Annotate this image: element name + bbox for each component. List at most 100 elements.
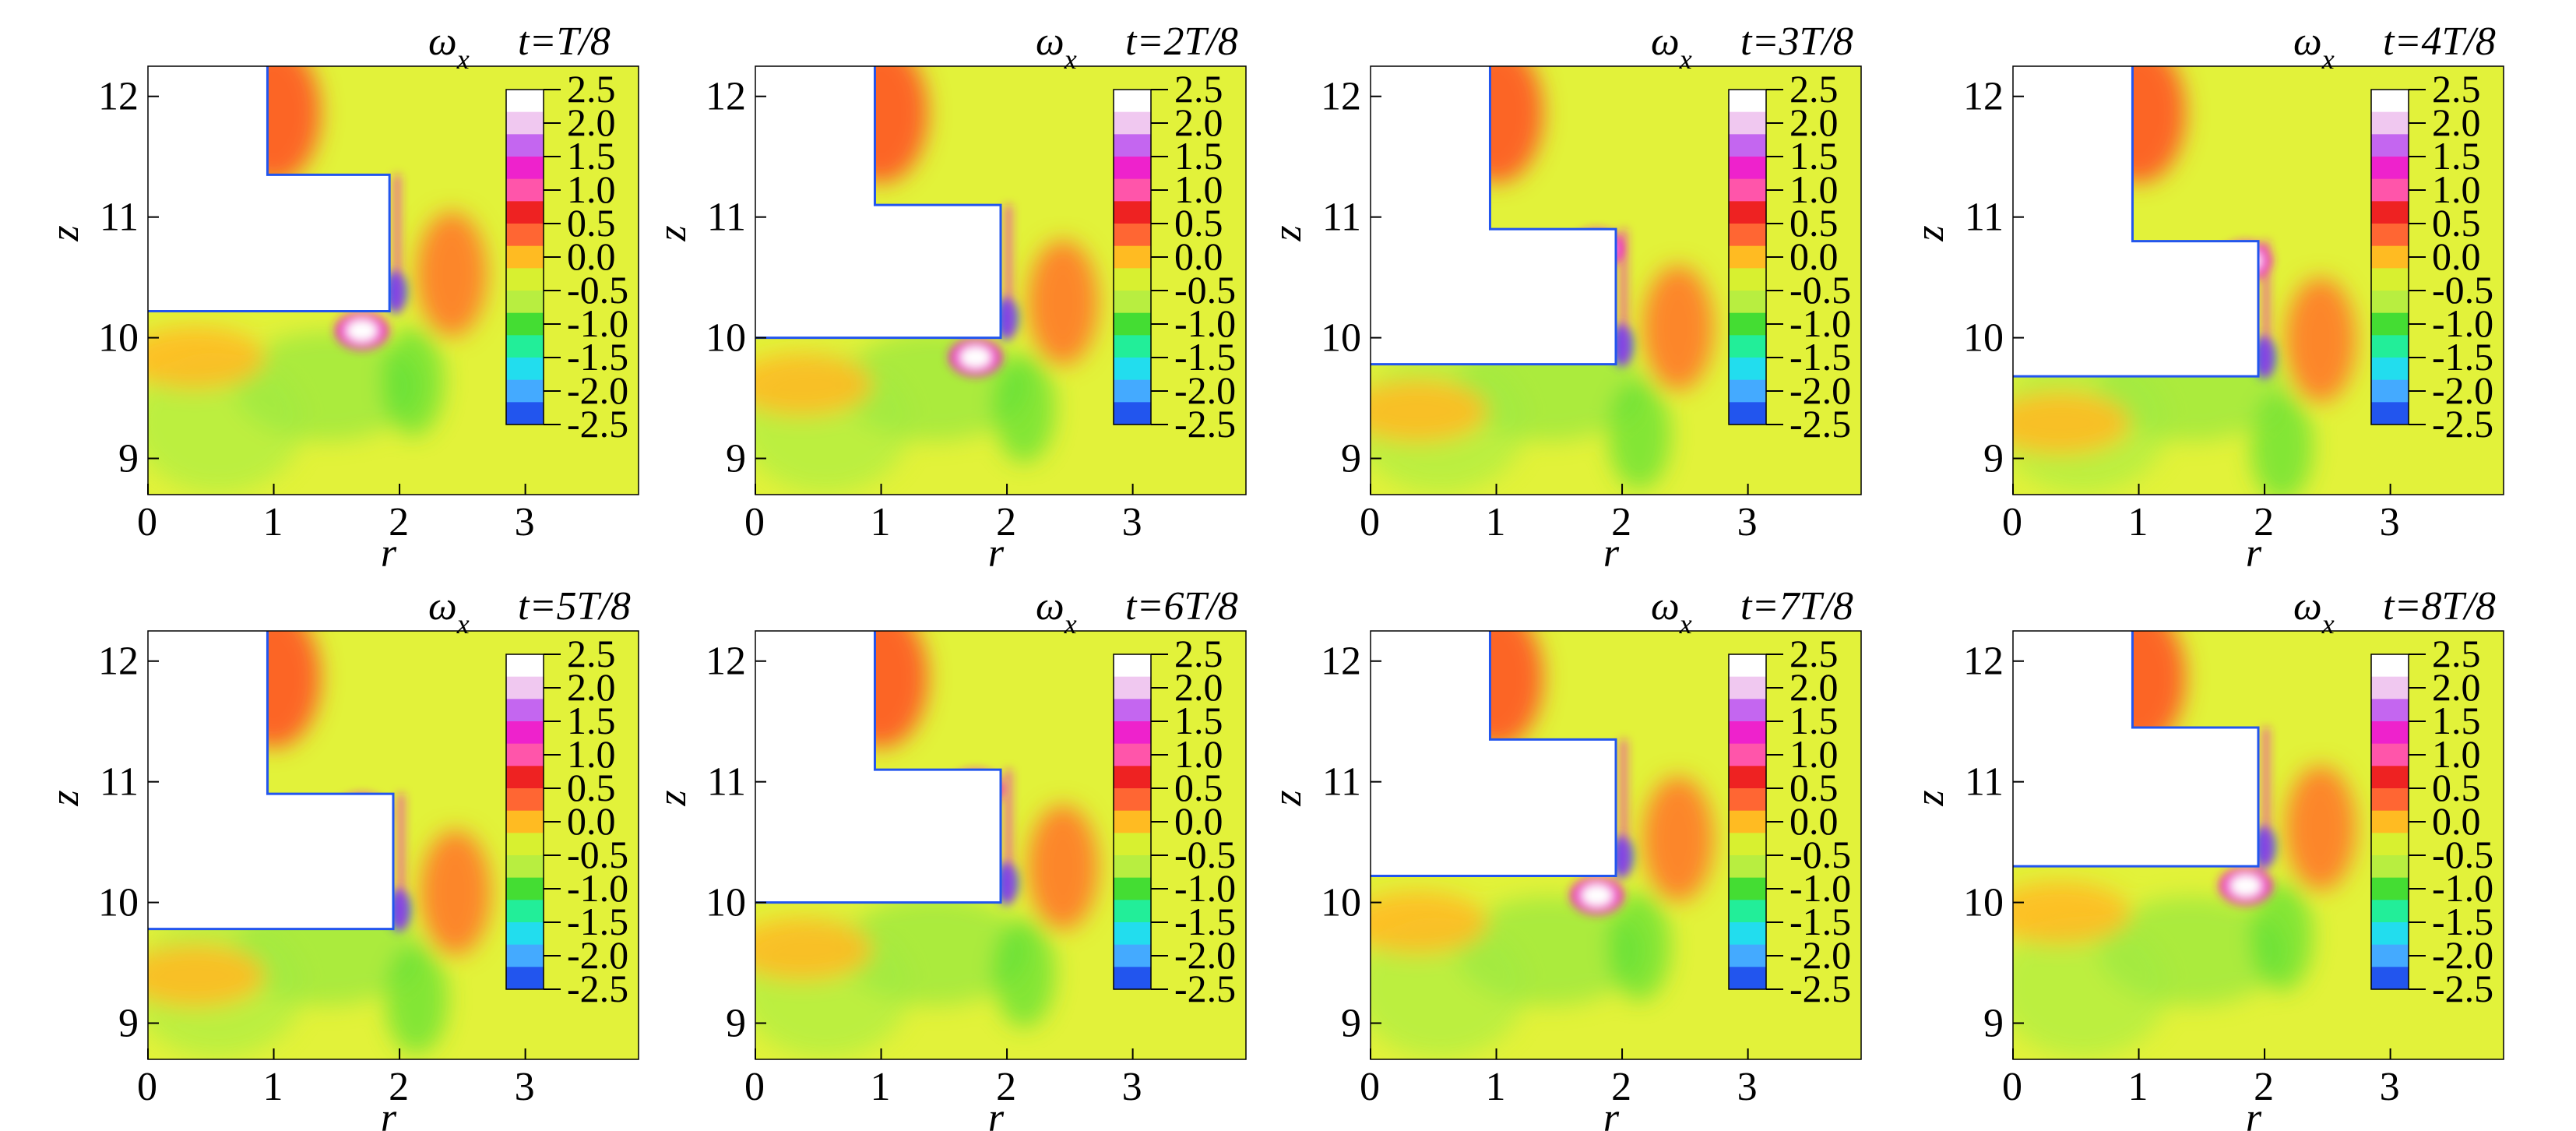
colorbar-swatch — [1114, 766, 1151, 789]
region-green — [993, 353, 1055, 463]
y-tick-label: 9 — [726, 1002, 746, 1046]
y-axis-label: z — [1908, 225, 1952, 241]
colorbar-swatch — [2371, 402, 2409, 425]
vorticity-field — [148, 66, 639, 495]
colorbar-swatch — [1729, 833, 1766, 856]
y-tick-label: 11 — [1965, 196, 2004, 240]
colorbar-swatch — [506, 810, 544, 833]
y-tick-label: 12 — [1321, 75, 1361, 119]
x-axis-label: r — [381, 531, 397, 576]
colorbar-swatch — [1114, 379, 1151, 403]
colorbar-swatch — [1114, 855, 1151, 879]
x-tick-label: 2 — [996, 1065, 1016, 1109]
vortex-core — [346, 319, 378, 342]
colorbar-label: 0.5 — [567, 766, 616, 809]
y-tick-label: 11 — [100, 196, 139, 240]
colorbar-swatch — [1729, 877, 1766, 900]
colorbar-label: 2.0 — [1174, 100, 1223, 144]
colorbar-swatch — [2371, 157, 2409, 180]
y-tick-label: 12 — [1963, 639, 2004, 684]
colorbar-swatch — [2371, 944, 2409, 967]
y-tick-label: 11 — [707, 196, 746, 240]
body-outline — [2013, 66, 2260, 378]
x-tick-label: 1 — [1486, 1065, 1506, 1109]
y-tick-label: 10 — [706, 316, 746, 361]
region-orange — [1028, 805, 1098, 930]
colorbar-label: -0.5 — [1174, 268, 1236, 312]
solid-body — [2013, 66, 2258, 377]
region-orange — [148, 944, 265, 1007]
region-orange — [1028, 240, 1098, 365]
colorbar-label: -2.5 — [1789, 402, 1851, 446]
region-orange — [1643, 776, 1713, 901]
colorbar-swatch — [1729, 245, 1766, 269]
colorbar-swatch — [1729, 358, 1766, 381]
x-tick-label: 3 — [515, 1065, 535, 1109]
time-label: t=8T/8 — [2383, 584, 2496, 629]
x-tick-label: 0 — [137, 1065, 157, 1109]
body-outline — [755, 66, 1002, 340]
colorbar-label: -2.5 — [1789, 967, 1851, 1010]
colorbar-label: 2.5 — [1174, 67, 1223, 111]
colorbar-label: 1.0 — [1174, 167, 1223, 211]
colorbar-swatch — [506, 900, 544, 923]
colorbar-swatch — [506, 111, 544, 135]
colorbar-swatch — [1114, 402, 1151, 425]
colorbar-label: 1.0 — [1174, 732, 1223, 776]
region-orange — [755, 353, 872, 416]
colorbar-label: 2.0 — [2432, 665, 2481, 709]
colorbar-label: 0.0 — [567, 234, 616, 278]
colorbar-swatch — [2371, 699, 2409, 722]
region-green — [1608, 891, 1670, 1001]
colorbar-label: 0.0 — [1789, 799, 1839, 843]
colorbar-swatch — [1729, 944, 1766, 967]
colorbar: 2.52.01.51.00.50.0-0.5-1.0-1.5-2.0-2.5 — [2370, 67, 2493, 446]
colorbar-swatch — [506, 178, 544, 202]
panel-2: 2.52.01.51.00.50.0-0.5-1.0-1.5-2.0-2.5 0 1… — [650, 19, 1247, 576]
colorbar-label: 2.5 — [567, 67, 616, 111]
x-tick-label: 2 — [389, 1065, 409, 1109]
colorbar-label: 0.5 — [2432, 201, 2481, 245]
region-orange — [421, 830, 491, 955]
x-tick-label: 3 — [1122, 500, 1142, 544]
colorbar-label: 1.0 — [567, 167, 616, 211]
colorbar-label: 0.0 — [1174, 799, 1223, 843]
x-tick-label: 1 — [2128, 1065, 2148, 1109]
colorbar-label: 1.5 — [1789, 699, 1839, 742]
colorbar-label: -2.5 — [1174, 402, 1236, 446]
colorbar-swatch — [1114, 833, 1151, 856]
solid-body — [1371, 631, 1616, 876]
colorbar-swatch — [2371, 900, 2409, 923]
colorbar-swatch — [2371, 245, 2409, 269]
x-tick-label: 3 — [1122, 1065, 1142, 1109]
region-green — [2099, 896, 2286, 1006]
x-axis-label: r — [1603, 1096, 1620, 1131]
colorbar-label: 0.0 — [1174, 234, 1223, 278]
colorbar-swatch — [1729, 676, 1766, 699]
time-label: t=T/8 — [518, 19, 611, 64]
wall-shear-layer — [1621, 739, 1627, 876]
plot-frame — [755, 65, 1247, 495]
colorbar-swatch — [506, 268, 544, 291]
x-axis-label: r — [381, 1096, 397, 1131]
colorbar-label: 0.0 — [2432, 234, 2481, 278]
colorbar-swatch — [1114, 721, 1151, 745]
colorbar: 2.52.01.51.00.50.0-0.5-1.0-1.5-2.0-2.5 — [1728, 632, 1851, 1010]
plot-frame — [2012, 65, 2504, 495]
region-green — [993, 918, 1055, 1027]
colorbar-label: 0.0 — [567, 799, 616, 843]
colorbar-swatch — [1729, 134, 1766, 157]
colorbar-swatch — [506, 335, 544, 358]
variable-subscript: x — [456, 44, 470, 75]
colorbar-swatch — [506, 224, 544, 247]
colorbar-label: -1.0 — [567, 866, 628, 910]
wall-shear-layer — [2263, 727, 2269, 867]
vorticity-field — [755, 66, 1246, 495]
vortex-core — [1581, 884, 1613, 907]
y-tick-label: 9 — [1341, 437, 1361, 481]
colorbar-label: -2.5 — [2432, 967, 2493, 1010]
colorbar-label: 2.5 — [567, 632, 616, 675]
time-label: t=2T/8 — [1125, 19, 1238, 64]
region-orange — [417, 211, 487, 336]
